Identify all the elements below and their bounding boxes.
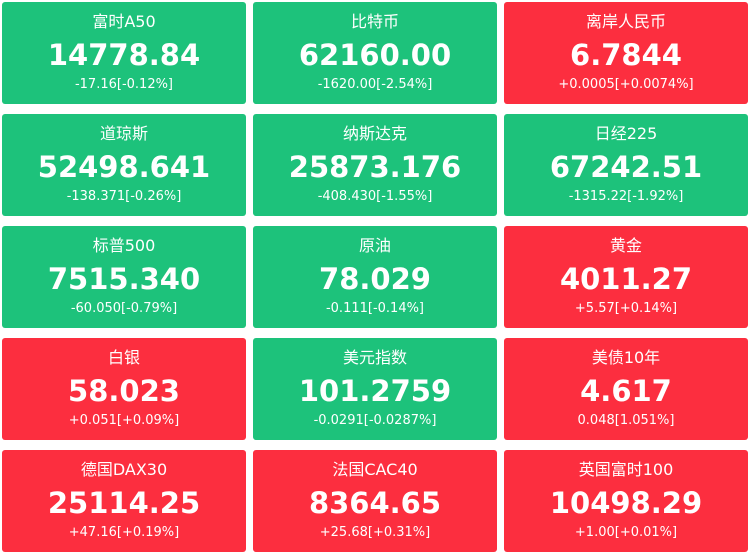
quote-price: 25114.25: [47, 486, 201, 520]
quote-name: 日经225: [594, 124, 658, 143]
quote-tile[interactable]: 日经225 67242.51 -1315.22[-1.92%]: [504, 114, 748, 216]
quote-change: 0.048[1.051%]: [577, 413, 675, 428]
quote-tile[interactable]: 富时A50 14778.84 -17.16[-0.12%]: [2, 2, 246, 104]
quote-tile[interactable]: 纳斯达克 25873.176 -408.430[-1.55%]: [253, 114, 497, 216]
quote-name: 德国DAX30: [80, 460, 168, 479]
quote-tile[interactable]: 法国CAC40 8364.65 +25.68[+0.31%]: [253, 450, 497, 552]
quote-name: 白银: [107, 348, 140, 367]
quote-tile[interactable]: 离岸人民币 6.7844 +0.0005[+0.0074%]: [504, 2, 748, 104]
quote-price: 4.617: [580, 374, 672, 408]
quote-name: 法国CAC40: [332, 460, 418, 479]
quote-change: -1315.22[-1.92%]: [568, 189, 684, 204]
quote-change: +0.0005[+0.0074%]: [558, 77, 694, 92]
quote-name: 标普500: [92, 236, 156, 255]
quote-tile[interactable]: 原油 78.029 -0.111[-0.14%]: [253, 226, 497, 328]
quote-price: 7515.340: [47, 262, 201, 296]
quote-tile[interactable]: 黄金 4011.27 +5.57[+0.14%]: [504, 226, 748, 328]
quote-name: 富时A50: [92, 12, 156, 31]
quote-change: -60.050[-0.79%]: [70, 301, 178, 316]
quote-price: 4011.27: [559, 262, 693, 296]
quote-change: -408.430[-1.55%]: [317, 189, 433, 204]
quote-name: 美债10年: [591, 348, 661, 367]
quote-tile[interactable]: 美债10年 4.617 0.048[1.051%]: [504, 338, 748, 440]
quote-name: 纳斯达克: [342, 124, 407, 143]
quote-tile[interactable]: 美元指数 101.2759 -0.0291[-0.0287%]: [253, 338, 497, 440]
quote-name: 黄金: [609, 236, 642, 255]
quote-price: 14778.84: [47, 38, 201, 72]
quote-change: +25.68[+0.31%]: [319, 525, 431, 540]
quote-tile[interactable]: 比特币 62160.00 -1620.00[-2.54%]: [253, 2, 497, 104]
quote-change: +0.051[+0.09%]: [68, 413, 180, 428]
quote-name: 美元指数: [342, 348, 407, 367]
quote-change: +47.16[+0.19%]: [68, 525, 180, 540]
quote-price: 6.7844: [570, 38, 682, 72]
quote-price: 67242.51: [549, 150, 703, 184]
quote-price: 78.029: [319, 262, 431, 296]
quote-change: -138.371[-0.26%]: [66, 189, 182, 204]
quote-name: 原油: [358, 236, 391, 255]
quote-price: 52498.641: [37, 150, 211, 184]
quote-price: 58.023: [68, 374, 180, 408]
quote-price: 8364.65: [308, 486, 442, 520]
quote-change: -0.0291[-0.0287%]: [313, 413, 437, 428]
quote-name: 道琼斯: [99, 124, 148, 143]
quote-change: +1.00[+0.01%]: [574, 525, 678, 540]
quote-tile[interactable]: 英国富时100 10498.29 +1.00[+0.01%]: [504, 450, 748, 552]
quote-price: 25873.176: [288, 150, 462, 184]
quote-name: 英国富时100: [578, 460, 674, 479]
quote-price: 62160.00: [298, 38, 452, 72]
quote-change: +5.57[+0.14%]: [574, 301, 678, 316]
quote-name: 离岸人民币: [585, 12, 666, 31]
quote-tile[interactable]: 德国DAX30 25114.25 +47.16[+0.19%]: [2, 450, 246, 552]
quote-change: -0.111[-0.14%]: [325, 301, 425, 316]
quote-name: 比特币: [350, 12, 399, 31]
quote-tile[interactable]: 标普500 7515.340 -60.050[-0.79%]: [2, 226, 246, 328]
quote-change: -1620.00[-2.54%]: [317, 77, 433, 92]
quote-tile[interactable]: 白银 58.023 +0.051[+0.09%]: [2, 338, 246, 440]
quote-price: 10498.29: [549, 486, 703, 520]
quote-tile[interactable]: 道琼斯 52498.641 -138.371[-0.26%]: [2, 114, 246, 216]
quote-change: -17.16[-0.12%]: [74, 77, 174, 92]
quote-price: 101.2759: [298, 374, 452, 408]
